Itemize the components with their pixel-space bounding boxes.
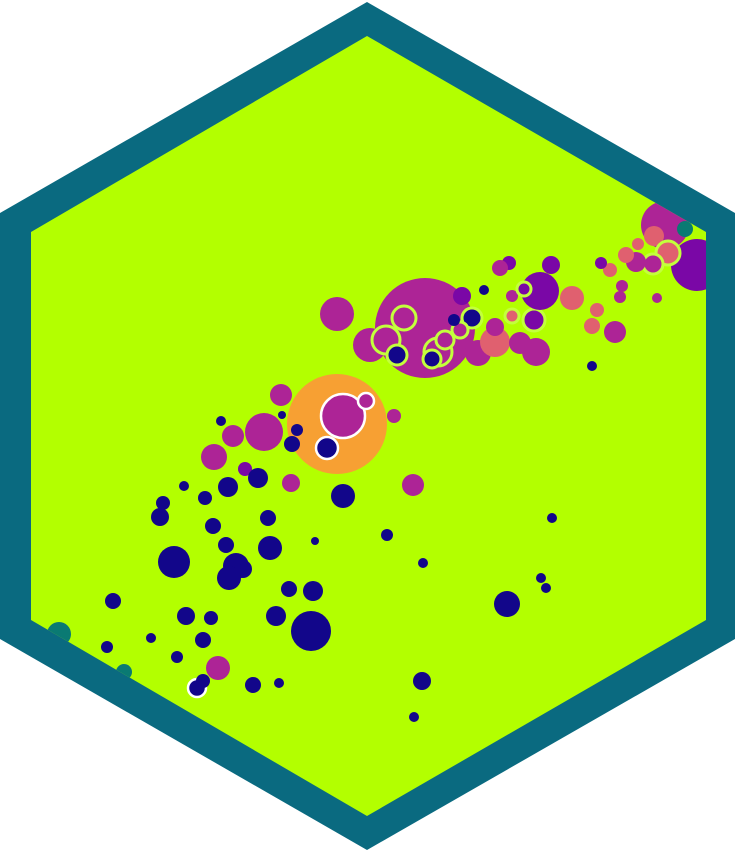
bubble — [387, 409, 401, 423]
bubble — [270, 384, 292, 406]
bubble — [218, 477, 238, 497]
bubble — [494, 591, 520, 617]
bubble — [196, 674, 210, 688]
bubble — [331, 484, 355, 508]
bubble — [151, 508, 169, 526]
bubble — [266, 606, 286, 626]
bubble — [204, 611, 218, 625]
bubble — [480, 327, 510, 357]
bubble — [522, 338, 550, 366]
bubble — [284, 436, 300, 452]
bubble — [303, 581, 323, 601]
bubble — [195, 632, 211, 648]
bubble — [547, 513, 557, 523]
bubble — [506, 290, 518, 302]
bubble — [453, 287, 471, 305]
bubble — [171, 651, 183, 663]
bubble — [291, 424, 303, 436]
bubble — [450, 320, 470, 340]
bubble — [320, 297, 354, 331]
bubble — [260, 510, 276, 526]
bubble — [614, 291, 626, 303]
bubble — [521, 307, 547, 333]
bubble — [616, 280, 628, 292]
bubble — [356, 391, 376, 411]
bubble — [604, 321, 626, 343]
bubble — [590, 303, 604, 317]
bubble — [413, 672, 431, 690]
bubble — [652, 293, 662, 303]
bubble — [381, 529, 393, 541]
bubble — [479, 285, 489, 295]
bubble — [156, 496, 170, 510]
bubble — [486, 318, 504, 336]
bubble — [385, 343, 409, 367]
bubble — [274, 678, 284, 688]
bubble — [521, 272, 559, 310]
bubble — [541, 583, 551, 593]
bubble — [492, 260, 508, 276]
bubble — [205, 518, 221, 534]
bubble — [311, 537, 319, 545]
bubble — [222, 425, 244, 447]
bubble — [542, 256, 560, 274]
bubble — [536, 573, 546, 583]
bubble — [217, 566, 241, 590]
bubble — [434, 329, 456, 351]
bubble — [618, 247, 634, 263]
bubble — [644, 226, 664, 246]
bubble — [278, 411, 286, 419]
bubble — [314, 435, 340, 461]
bubble — [515, 280, 533, 298]
bubble — [595, 257, 607, 269]
bubble — [587, 361, 597, 371]
bubble — [248, 468, 268, 488]
bubble — [319, 392, 367, 440]
bubble — [101, 641, 113, 653]
bubble — [390, 304, 418, 332]
bubble — [281, 581, 297, 597]
bubble — [671, 239, 706, 291]
bubble — [245, 413, 283, 451]
bubble — [206, 656, 230, 680]
bubble — [409, 712, 419, 722]
bubble — [282, 474, 300, 492]
bubble — [402, 474, 424, 496]
bubble — [677, 221, 693, 237]
bubble — [448, 314, 460, 326]
bubble — [177, 607, 195, 625]
bubble — [421, 348, 443, 370]
bubble — [245, 677, 261, 693]
bubble — [218, 537, 234, 553]
bubble — [201, 444, 227, 470]
bubble-cluster — [47, 201, 706, 722]
bubble — [503, 307, 521, 325]
bubble — [105, 593, 121, 609]
bubble — [158, 546, 190, 578]
bubble — [632, 238, 644, 250]
bubble — [560, 286, 584, 310]
bubble — [603, 263, 617, 277]
bubble — [584, 318, 600, 334]
bubble — [198, 491, 212, 505]
bubble — [460, 306, 484, 330]
bubble — [179, 481, 189, 491]
bubble — [258, 536, 282, 560]
bubble — [418, 558, 428, 568]
bubble — [238, 462, 252, 476]
bubble — [146, 633, 156, 643]
bubble — [216, 416, 226, 426]
bubble — [641, 252, 665, 276]
bubble — [291, 611, 331, 651]
